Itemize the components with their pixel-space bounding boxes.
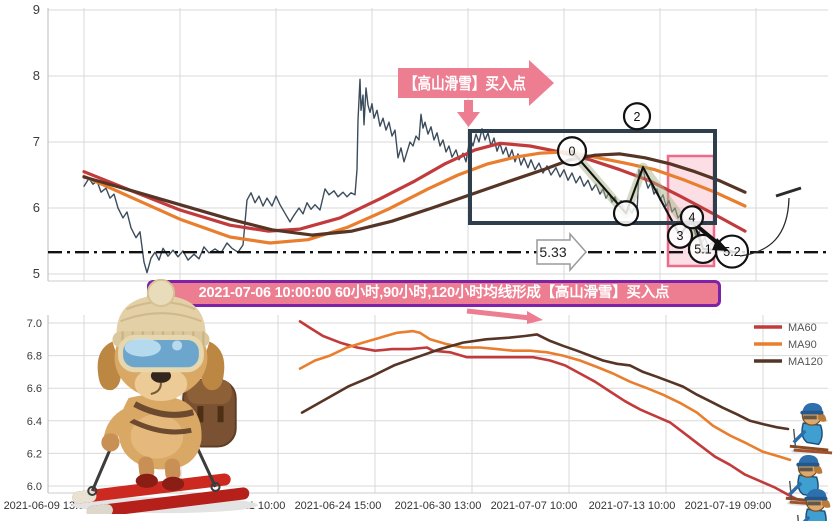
y-tick-label: 6.6 xyxy=(27,383,42,395)
y-tick-label: 8 xyxy=(33,68,40,83)
x-tick-label: 2021-06-30 13:00 xyxy=(395,500,482,512)
dog-ski-rear xyxy=(86,487,250,514)
signal-marker-label: 3 xyxy=(677,229,684,243)
series-MA120 xyxy=(300,333,790,431)
banner-down-arrow-icon xyxy=(457,100,480,127)
signal-marker-2 xyxy=(622,102,652,131)
signal-marker-label: 4 xyxy=(689,211,696,225)
mini-skier-illustration xyxy=(792,487,835,521)
y-tick-label: 7 xyxy=(33,134,40,149)
x-tick-label: 2021-06-09 13:00 xyxy=(4,500,91,512)
signal-marker-3 xyxy=(666,222,694,249)
top-banner: 【高山滑雪】买入点 xyxy=(398,60,554,127)
series-MA60 xyxy=(82,141,747,233)
series-MA90 xyxy=(298,329,792,462)
y-tick-label: 7.0 xyxy=(27,318,42,330)
marker-layer: 0 2 34 5.1 5.2 xyxy=(556,102,750,269)
ski-pole-annotation xyxy=(739,186,802,257)
legend-label-ma90: MA90 xyxy=(788,339,817,351)
mini-skier-illustration xyxy=(788,401,834,456)
signal-arrow xyxy=(695,224,729,251)
legend-label-ma120: MA120 xyxy=(788,356,823,368)
signal-marker-label: 2 xyxy=(634,110,641,124)
hline-label-text: 5.33 xyxy=(539,244,566,260)
y-tick-label: 6 xyxy=(33,200,40,215)
x-tick-label: 2021-07-19 09:00 xyxy=(685,500,772,512)
x-tick-label: 2021-07-13 10:00 xyxy=(589,500,676,512)
legend: MA60 MA90 MA120 xyxy=(754,322,823,368)
top-banner-shape xyxy=(398,60,554,106)
skiing-dog-illustration xyxy=(72,278,258,514)
legend-label-ma60: MA60 xyxy=(788,322,817,334)
y-tick-label: 6.8 xyxy=(27,351,42,363)
y-tick-label: 9 xyxy=(33,2,40,17)
y-tick-label: 6.2 xyxy=(27,448,42,460)
y-tick-label: 6.4 xyxy=(27,416,42,428)
signal-marker-label: 5.2 xyxy=(723,245,740,259)
hline-label-arrow-shape xyxy=(536,232,588,272)
series-MA90 xyxy=(82,150,747,245)
banner-pointer-arrow-icon xyxy=(466,308,543,324)
beanie-pompom xyxy=(146,278,176,308)
y-tick-label: 6.0 xyxy=(27,481,42,493)
signal-marker-label: 0 xyxy=(569,145,576,159)
signal-marker-4 xyxy=(679,205,705,230)
signal-marker-label: 5.1 xyxy=(694,242,711,256)
x-tick-label: 2021-06-24 15:00 xyxy=(295,500,382,512)
y-tick-label: 5 xyxy=(33,266,40,281)
signal-description-banner: 2021-07-06 10:00:00 60小时,90小时,120小时均线形成【… xyxy=(147,280,721,307)
signal-marker-0 xyxy=(556,136,588,167)
hline-label-box: 5.33 xyxy=(536,232,588,272)
signal-box xyxy=(468,129,717,225)
series-MA120 xyxy=(82,152,747,237)
signal-marker-6 xyxy=(714,234,750,269)
series-price xyxy=(83,78,733,274)
x-tick-label: 2021-07-07 10:00 xyxy=(491,500,578,512)
top-banner-text: 【高山滑雪】买入点 xyxy=(404,74,526,93)
dog-ski-front xyxy=(72,473,231,504)
series-MA60 xyxy=(298,320,802,503)
signal-marker-1 xyxy=(612,200,640,227)
